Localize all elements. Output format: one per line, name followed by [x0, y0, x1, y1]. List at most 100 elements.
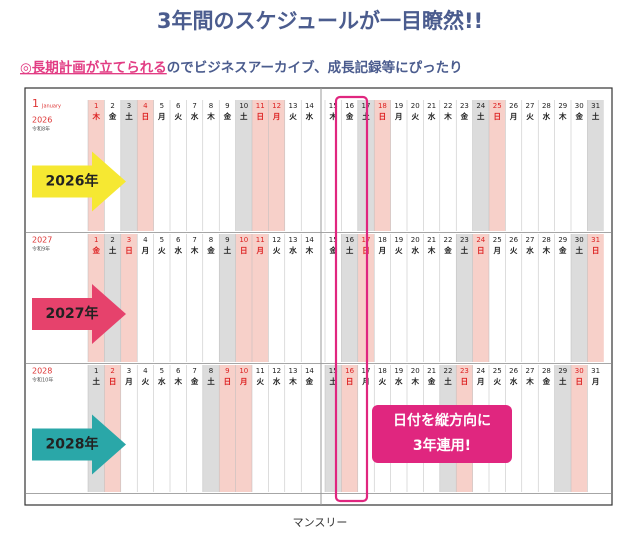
day-number: 1	[94, 102, 98, 110]
day-number: 27	[526, 102, 535, 110]
weekday: 金	[427, 376, 436, 386]
day-number: 16	[345, 367, 354, 375]
day-number: 20	[411, 367, 420, 375]
day-number: 22	[444, 367, 453, 375]
weekday: 金	[190, 376, 199, 386]
weekday: 火	[273, 246, 281, 255]
month-number: 1	[32, 97, 39, 110]
weekday: 水	[306, 111, 314, 121]
day-number: 25	[493, 367, 502, 375]
weekday: 火	[142, 377, 150, 386]
day-number: 15	[329, 367, 338, 375]
weekday: 金	[460, 111, 469, 121]
day-number: 15	[329, 102, 338, 110]
callout-line: 3年連用!	[413, 437, 471, 454]
arrow-label: 2028年	[46, 436, 99, 453]
day-number: 19	[394, 367, 403, 375]
weekday: 月	[141, 246, 150, 255]
day-shade	[472, 234, 489, 362]
day-shade	[252, 100, 269, 231]
weekday: 火	[493, 377, 501, 386]
day-shade	[571, 234, 588, 362]
day-number: 9	[225, 236, 229, 244]
weekday: 日	[461, 377, 469, 386]
day-number: 27	[526, 236, 535, 244]
weekday: 土	[477, 111, 485, 121]
weekday: 日	[346, 377, 354, 386]
day-shade	[587, 234, 604, 362]
day-number: 25	[493, 236, 502, 244]
weekday: 土	[240, 111, 248, 121]
weekday: 月	[378, 246, 387, 255]
weekday: 月	[157, 112, 166, 121]
day-number: 2	[110, 236, 114, 244]
day-number: 27	[526, 367, 535, 375]
weekday: 月	[492, 246, 501, 255]
day-number: 12	[272, 367, 281, 375]
weekday: 金	[542, 376, 551, 386]
day-number: 10	[239, 236, 248, 244]
day-shade	[456, 234, 473, 362]
day-number: 11	[256, 367, 265, 375]
day-number: 4	[143, 102, 148, 110]
day-number: 25	[493, 102, 502, 110]
weekday: 火	[174, 112, 182, 121]
weekday: 金	[443, 245, 452, 255]
weekday: 月	[124, 377, 133, 386]
day-number: 14	[305, 367, 314, 375]
weekday: 日	[493, 112, 501, 121]
day-number: 12	[272, 236, 281, 244]
weekday: 月	[591, 377, 600, 386]
day-number: 24	[476, 367, 485, 375]
weekday: 火	[526, 112, 534, 121]
weekday: 日	[575, 377, 583, 386]
day-number: 11	[256, 102, 265, 110]
day-number: 30	[575, 236, 584, 244]
weekday: 木	[427, 245, 436, 255]
day-number: 3	[127, 102, 131, 110]
day-number: 21	[427, 102, 436, 110]
arrow-label: 2026年	[46, 173, 99, 190]
day-number: 31	[591, 102, 600, 110]
day-number: 14	[305, 236, 314, 244]
day-number: 3	[127, 236, 131, 244]
weekday: 木	[305, 245, 314, 255]
day-number: 16	[345, 236, 354, 244]
weekday: 日	[592, 246, 600, 255]
subtitle-rest: のでビジネスアーカイブ、成長記録等にぴったり	[167, 59, 463, 76]
title: 3年間のスケジュールが一目瞭然!!	[157, 9, 483, 33]
day-number: 21	[427, 236, 436, 244]
weekday: 日	[379, 112, 387, 121]
weekday: 金	[574, 111, 583, 121]
weekday: 日	[256, 112, 264, 121]
weekday: 水	[543, 111, 551, 121]
day-shade	[235, 365, 252, 492]
subtitle: ◎長期計画が立てられるのでビジネスアーカイブ、成長記録等にぴったり	[20, 59, 463, 76]
month-name: January	[41, 104, 61, 110]
arrows: 2026年 2027年 2028年	[32, 151, 126, 475]
weekday: 木	[91, 111, 100, 121]
weekday: 土	[575, 245, 583, 255]
day-number: 23	[460, 102, 469, 110]
weekday: 月	[476, 377, 485, 386]
day-number: 19	[394, 102, 403, 110]
weekday: 火	[289, 112, 297, 121]
weekday: 日	[109, 377, 117, 386]
day-number: 31	[591, 236, 600, 244]
caption: マンスリー	[293, 516, 348, 529]
day-number: 13	[289, 236, 298, 244]
day-number: 7	[192, 102, 196, 110]
day-number: 22	[444, 102, 453, 110]
day-number: 5	[160, 236, 164, 244]
day-number: 8	[209, 367, 213, 375]
day-shade	[137, 100, 154, 231]
weekday: 土	[207, 376, 215, 386]
year-label: 2028	[32, 367, 52, 376]
day-shade	[235, 100, 252, 231]
day-number: 31	[591, 367, 600, 375]
subtitle-highlight: ◎長期計画が立てられる	[20, 59, 167, 76]
day-number: 22	[444, 236, 453, 244]
day-shade	[374, 100, 391, 231]
day-number: 18	[378, 236, 387, 244]
